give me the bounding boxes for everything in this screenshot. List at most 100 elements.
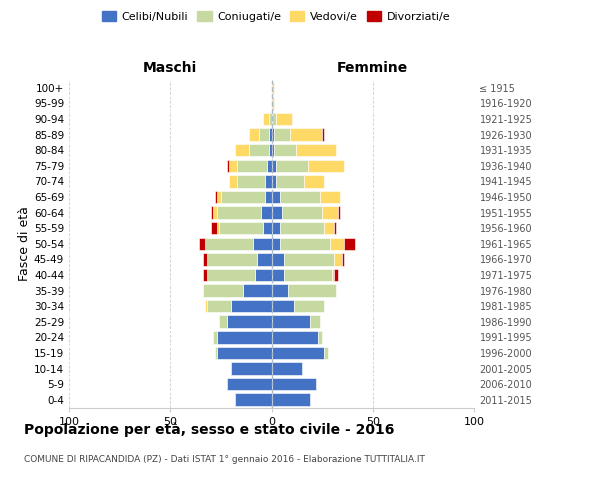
Bar bbox=[271, 190, 280, 203]
Bar bbox=[257, 253, 271, 266]
Bar bbox=[249, 128, 259, 141]
Bar bbox=[215, 346, 217, 359]
Bar bbox=[217, 222, 219, 234]
Bar bbox=[332, 268, 334, 281]
Bar bbox=[253, 238, 271, 250]
Bar bbox=[296, 144, 337, 156]
Bar bbox=[275, 175, 304, 188]
Bar bbox=[231, 362, 271, 375]
Bar bbox=[324, 222, 334, 234]
Bar bbox=[271, 284, 288, 297]
Bar bbox=[310, 316, 320, 328]
Bar bbox=[259, 128, 269, 141]
Bar bbox=[206, 253, 257, 266]
Bar bbox=[271, 160, 275, 172]
Bar bbox=[219, 316, 227, 328]
Bar bbox=[271, 362, 302, 375]
Bar bbox=[227, 378, 271, 390]
Bar bbox=[237, 160, 268, 172]
Bar bbox=[199, 238, 205, 250]
Bar bbox=[271, 97, 274, 110]
Bar bbox=[215, 190, 217, 203]
Bar bbox=[284, 268, 332, 281]
Bar bbox=[271, 268, 284, 281]
Bar bbox=[271, 378, 316, 390]
Bar bbox=[249, 144, 269, 156]
Bar bbox=[217, 206, 262, 219]
Bar bbox=[271, 222, 280, 234]
Bar bbox=[213, 206, 217, 219]
Bar bbox=[217, 346, 271, 359]
Bar bbox=[229, 160, 237, 172]
Text: Maschi: Maschi bbox=[143, 62, 197, 76]
Bar bbox=[280, 238, 330, 250]
Bar bbox=[271, 238, 280, 250]
Bar bbox=[203, 284, 243, 297]
Bar bbox=[271, 346, 324, 359]
Bar bbox=[274, 144, 296, 156]
Bar bbox=[211, 206, 213, 219]
Bar bbox=[203, 268, 206, 281]
Bar bbox=[269, 112, 271, 125]
Bar bbox=[338, 206, 340, 219]
Bar bbox=[262, 206, 271, 219]
Bar bbox=[304, 175, 324, 188]
Text: Femmine: Femmine bbox=[337, 62, 409, 76]
Bar bbox=[263, 112, 269, 125]
Bar bbox=[271, 112, 275, 125]
Bar bbox=[271, 82, 274, 94]
Bar bbox=[281, 206, 322, 219]
Bar bbox=[227, 160, 229, 172]
Bar bbox=[318, 331, 322, 344]
Bar bbox=[322, 206, 338, 219]
Bar bbox=[205, 300, 206, 312]
Bar bbox=[322, 128, 324, 141]
Legend: Celibi/Nubili, Coniugati/e, Vedovi/e, Divorziati/e: Celibi/Nubili, Coniugati/e, Vedovi/e, Di… bbox=[97, 6, 455, 26]
Bar bbox=[269, 144, 271, 156]
Bar bbox=[271, 394, 310, 406]
Bar bbox=[206, 268, 256, 281]
Bar bbox=[324, 346, 328, 359]
Text: Popolazione per età, sesso e stato civile - 2016: Popolazione per età, sesso e stato civil… bbox=[24, 422, 394, 437]
Bar bbox=[280, 190, 320, 203]
Bar bbox=[231, 300, 271, 312]
Bar bbox=[268, 160, 271, 172]
Bar bbox=[275, 160, 308, 172]
Bar bbox=[274, 128, 290, 141]
Bar bbox=[280, 222, 324, 234]
Bar bbox=[203, 253, 206, 266]
Bar bbox=[344, 238, 355, 250]
Bar bbox=[271, 175, 275, 188]
Bar bbox=[330, 238, 344, 250]
Bar bbox=[263, 222, 271, 234]
Bar bbox=[271, 128, 274, 141]
Bar bbox=[217, 190, 221, 203]
Y-axis label: Fasce di età: Fasce di età bbox=[18, 206, 31, 281]
Text: COMUNE DI RIPACANDIDA (PZ) - Dati ISTAT 1° gennaio 2016 - Elaborazione TUTTITALI: COMUNE DI RIPACANDIDA (PZ) - Dati ISTAT … bbox=[24, 455, 425, 464]
Bar bbox=[320, 190, 340, 203]
Bar bbox=[271, 331, 318, 344]
Bar bbox=[334, 222, 336, 234]
Bar bbox=[334, 268, 338, 281]
Bar bbox=[271, 144, 274, 156]
Bar bbox=[288, 284, 336, 297]
Bar bbox=[271, 206, 281, 219]
Bar bbox=[308, 160, 344, 172]
Bar bbox=[271, 316, 310, 328]
Bar bbox=[334, 253, 343, 266]
Bar bbox=[343, 253, 344, 266]
Bar bbox=[211, 222, 217, 234]
Bar bbox=[229, 175, 237, 188]
Bar bbox=[235, 394, 271, 406]
Bar bbox=[237, 175, 265, 188]
Bar bbox=[206, 300, 231, 312]
Bar bbox=[256, 268, 271, 281]
Bar bbox=[294, 300, 324, 312]
Bar bbox=[275, 112, 292, 125]
Bar bbox=[290, 128, 322, 141]
Bar bbox=[243, 284, 271, 297]
Bar bbox=[227, 316, 271, 328]
Bar bbox=[217, 331, 271, 344]
Bar bbox=[269, 128, 271, 141]
Bar bbox=[284, 253, 334, 266]
